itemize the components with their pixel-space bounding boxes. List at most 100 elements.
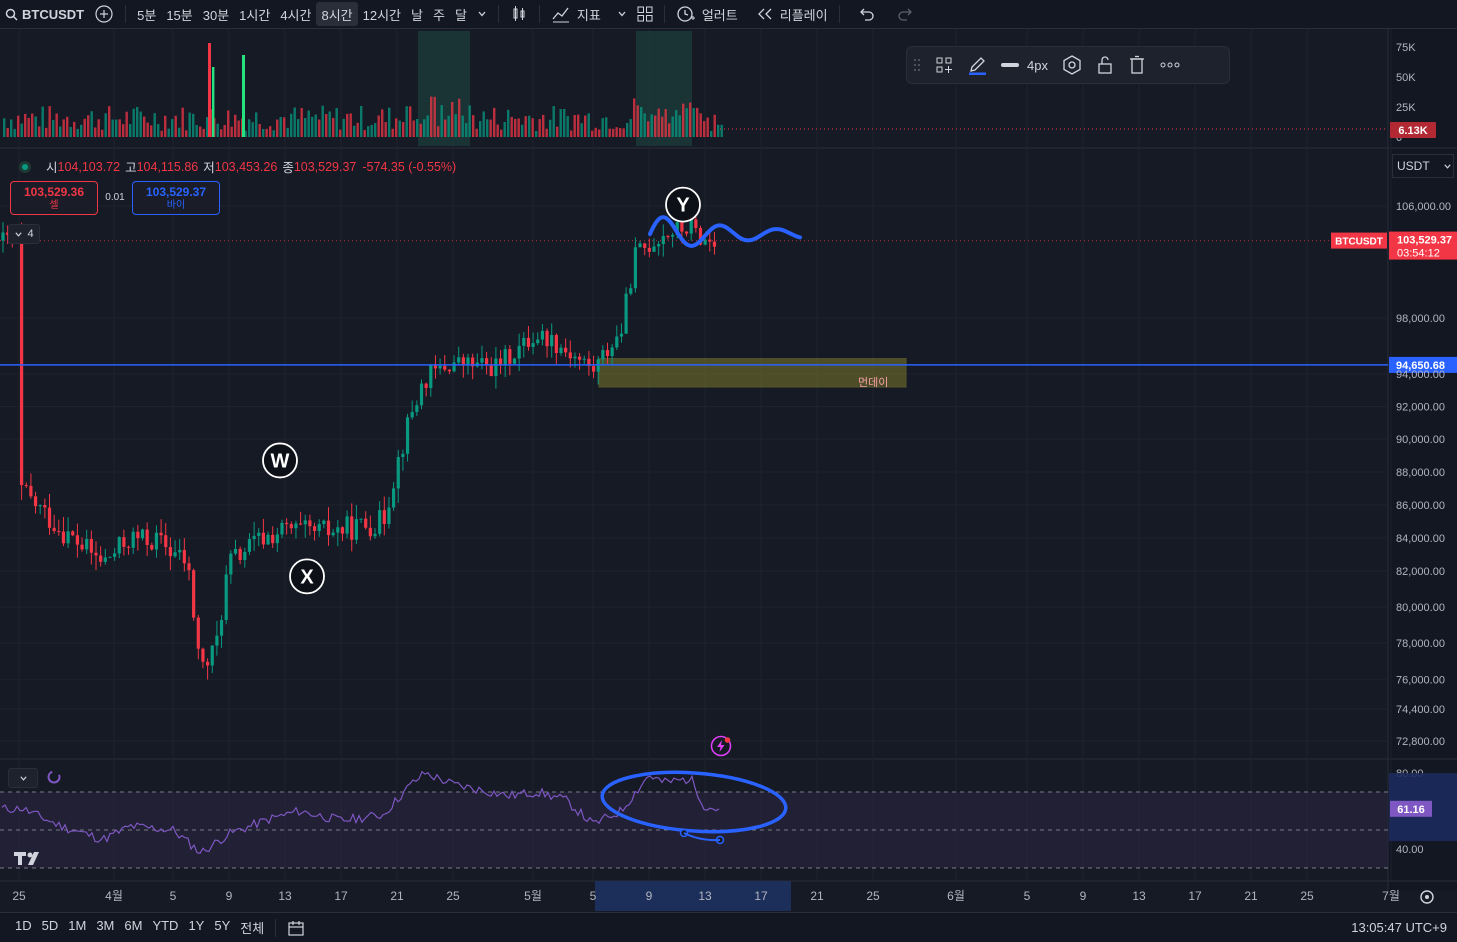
volume-bar <box>360 106 363 137</box>
volume-bar <box>212 67 215 137</box>
volume-bar <box>503 121 506 137</box>
range-button[interactable]: 3M <box>96 918 115 933</box>
volume-bar <box>227 110 230 137</box>
rsi-line <box>1 770 720 854</box>
undo-icon[interactable] <box>852 2 880 26</box>
candle-body <box>126 546 131 548</box>
candle-body <box>289 524 293 529</box>
template-icon[interactable] <box>935 50 953 80</box>
range-button[interactable]: 전체 <box>240 921 265 936</box>
volume-bar <box>545 128 548 137</box>
volume-bar <box>661 116 664 137</box>
interval-button[interactable]: 달 <box>454 7 467 23</box>
candle-body <box>708 239 712 242</box>
buy-button[interactable]: 103,529.37 바이 <box>132 181 220 215</box>
volume-bar <box>69 127 72 137</box>
range-button[interactable]: 6M <box>124 918 143 933</box>
interval-button[interactable]: 1시간 <box>239 7 271 23</box>
price-chart[interactable]: 먼데이 BTCUSDT 103,529.3703:54:1294,650.68WX… <box>0 29 1457 911</box>
candle-body <box>71 531 75 536</box>
candle-body <box>326 520 331 536</box>
candle-body <box>471 357 475 367</box>
interval-button[interactable]: 5분 <box>137 7 157 23</box>
y-tick-label: 98,000.00 <box>1396 313 1445 325</box>
volume-bar <box>458 98 461 137</box>
volume-bar <box>689 102 692 137</box>
candle-body <box>615 336 619 348</box>
currency-label: USDT <box>1397 159 1430 173</box>
axis-settings-icon[interactable] <box>1420 890 1434 904</box>
range-group: 1D 5D 1M 3M 6M YTD 1Y 5Y 전체 <box>10 918 269 937</box>
more-options-icon[interactable] <box>1160 50 1180 80</box>
settings-icon[interactable] <box>1062 50 1082 80</box>
sell-button[interactable]: 103,529.36 셀 <box>10 181 98 215</box>
interval-button[interactable]: 4시간 <box>280 7 312 23</box>
line-width-button[interactable]: 4px <box>1001 50 1048 80</box>
volume-bar <box>94 127 97 137</box>
chevron-down-icon[interactable] <box>612 2 632 26</box>
volume-bar <box>118 119 121 137</box>
chevron-down-icon[interactable] <box>472 2 492 26</box>
redo-icon[interactable] <box>892 2 920 26</box>
range-button[interactable]: 5D <box>41 918 59 933</box>
candle-body <box>601 350 605 360</box>
volume-bar <box>496 124 499 137</box>
close-key: 종 <box>282 161 294 175</box>
volume-bar <box>242 55 245 137</box>
candle-body <box>308 520 312 527</box>
date-range-icon[interactable] <box>282 916 310 940</box>
rsi-collapse-button[interactable] <box>8 768 38 788</box>
pencil-color-icon[interactable] <box>967 50 987 80</box>
range-button[interactable]: 1Y <box>188 918 205 933</box>
interval-button[interactable]: 30분 <box>202 7 230 23</box>
volume-bars <box>3 43 1388 137</box>
compare-plus-icon[interactable] <box>89 2 119 26</box>
interval-button[interactable]: 주 <box>432 7 445 23</box>
range-button[interactable]: YTD <box>152 918 179 933</box>
lock-icon[interactable] <box>1096 50 1114 80</box>
volume-bar <box>283 117 286 137</box>
volume-bar <box>601 118 604 137</box>
volume-bar <box>398 120 401 137</box>
layout-grid-icon[interactable] <box>632 2 658 26</box>
candle-body <box>540 330 544 340</box>
wave-label: W <box>271 450 290 472</box>
range-button[interactable]: 5Y <box>214 918 231 933</box>
volume-bar <box>367 126 370 137</box>
drag-handle-icon[interactable] <box>913 50 921 80</box>
candle-body <box>647 247 651 252</box>
range-button[interactable]: 1M <box>68 918 87 933</box>
low-key: 저 <box>203 161 215 175</box>
currency-select[interactable]: USDT <box>1392 154 1454 178</box>
volume-bar <box>580 123 583 137</box>
indicators-button[interactable]: 지표 <box>546 2 606 26</box>
interval-button[interactable]: 15분 <box>166 7 193 23</box>
y-tick-label: 78,000.00 <box>1396 638 1445 650</box>
search-icon[interactable]: BTCUSDT <box>0 2 89 26</box>
lightning-event-icon[interactable] <box>709 734 733 758</box>
candle-body <box>550 335 554 347</box>
volume-bar <box>6 127 9 137</box>
volume-bar <box>416 118 419 137</box>
volume-bar <box>479 121 482 137</box>
clock-timezone[interactable]: 13:05:47 UTC+9 <box>1351 920 1447 935</box>
interval-button[interactable]: 12시간 <box>362 7 402 23</box>
volume-bar <box>55 113 58 137</box>
candle-body <box>410 412 414 418</box>
replay-button[interactable]: 리플레이 <box>751 2 833 26</box>
candle-body <box>443 365 447 370</box>
interval-button[interactable]: 날 <box>411 7 423 23</box>
range-button[interactable]: 1D <box>15 918 32 933</box>
volume-bar <box>437 126 440 137</box>
symbol-name[interactable]: BTCUSDT <box>22 6 85 22</box>
candle-body <box>485 358 489 366</box>
volume-bar <box>353 125 356 137</box>
volume-bar <box>199 126 202 137</box>
candle-style-icon[interactable] <box>505 2 533 26</box>
legend-collapse-button[interactable]: 4 <box>8 224 40 244</box>
alert-button[interactable]: 얼러트 <box>671 2 743 26</box>
trash-icon[interactable] <box>1128 50 1146 80</box>
last-price-value: 103,529.37 <box>1397 235 1452 247</box>
interval-button[interactable]: 8시간 <box>316 2 358 26</box>
volume-bar <box>696 107 699 137</box>
